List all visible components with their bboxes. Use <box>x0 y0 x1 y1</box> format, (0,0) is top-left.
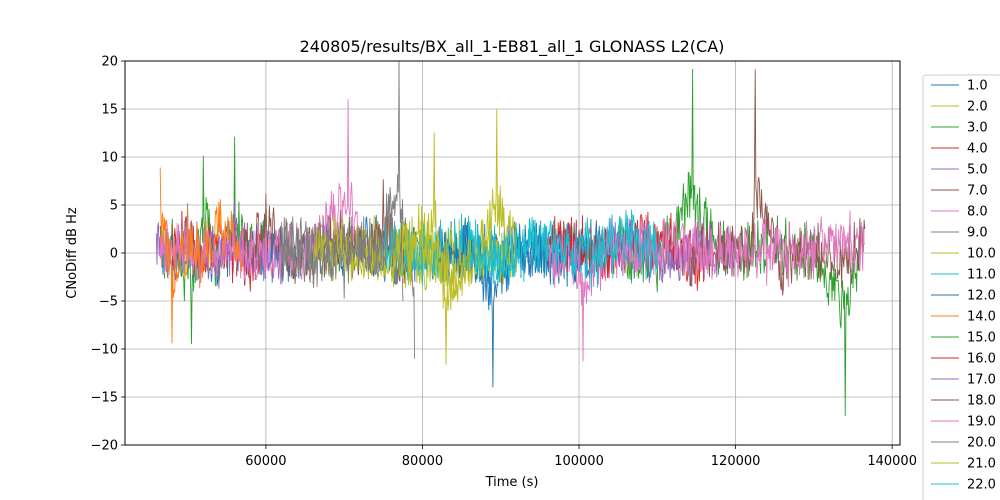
series-line-14.0 <box>159 167 243 344</box>
y-tick-label: 15 <box>101 103 118 118</box>
x-axis: 60000 80000 100000 120000 140000 <box>245 445 917 469</box>
series-line-19.0 <box>547 210 866 362</box>
legend-label: 9.0 <box>967 226 988 241</box>
legend-label: 1.0 <box>967 79 988 94</box>
y-tick-label: 10 <box>101 151 118 166</box>
legend-label: 8.0 <box>967 205 988 220</box>
legend-label: 20.0 <box>967 436 996 451</box>
chart-title: 240805/results/BX_all_1-EB81_all_1 GLONA… <box>300 37 725 57</box>
legend-label: 12.0 <box>967 289 996 304</box>
series-line-22.0 <box>468 209 658 289</box>
legend-label: 21.0 <box>967 457 996 472</box>
x-tick-label: 140000 <box>867 454 917 469</box>
legend-label: 2.0 <box>967 100 988 115</box>
y-tick-label: 20 <box>101 55 118 70</box>
series-group <box>155 61 866 416</box>
y-tick-label: 5 <box>110 199 118 214</box>
y-tick-label: 0 <box>110 247 118 262</box>
x-tick-label: 120000 <box>711 454 761 469</box>
legend-label: 10.0 <box>967 247 996 262</box>
x-tick-label: 80000 <box>402 454 443 469</box>
legend-label: 4.0 <box>967 142 988 157</box>
series-line-20.0 <box>281 204 404 302</box>
y-axis: 20 15 10 5 0 −5 −10 −15 −20 <box>91 55 125 454</box>
y-axis-title: CNoDiff dB Hz <box>65 207 80 299</box>
legend: 1.0 2.0 3.0 4.0 5.0 7.0 8.0 9.0 10.0 11.0 12.0 14.0… <box>922 74 1000 500</box>
x-tick-label: 100000 <box>554 454 604 469</box>
legend-label: 16.0 <box>967 352 996 367</box>
legend-label: 18.0 <box>967 394 996 409</box>
legend-label: 22.0 <box>967 478 996 493</box>
legend-label: 11.0 <box>967 268 996 283</box>
legend-label: 15.0 <box>967 331 996 346</box>
legend-label: 17.0 <box>967 373 996 388</box>
y-tick-label: −20 <box>91 439 118 454</box>
y-tick-label: −5 <box>99 295 118 310</box>
legend-label: 3.0 <box>967 121 988 136</box>
y-tick-label: −10 <box>91 343 118 358</box>
series-line-10.0 <box>312 132 470 365</box>
series-line-8.0 <box>159 98 361 285</box>
legend-label: 5.0 <box>967 163 988 178</box>
y-tick-label: −15 <box>91 391 118 406</box>
x-tick-label: 60000 <box>245 454 286 469</box>
legend-label: 14.0 <box>967 310 996 325</box>
legend-label: 7.0 <box>967 184 988 199</box>
x-axis-title: Time (s) <box>485 475 539 490</box>
legend-frame <box>922 74 1000 500</box>
legend-label: 19.0 <box>967 415 996 430</box>
